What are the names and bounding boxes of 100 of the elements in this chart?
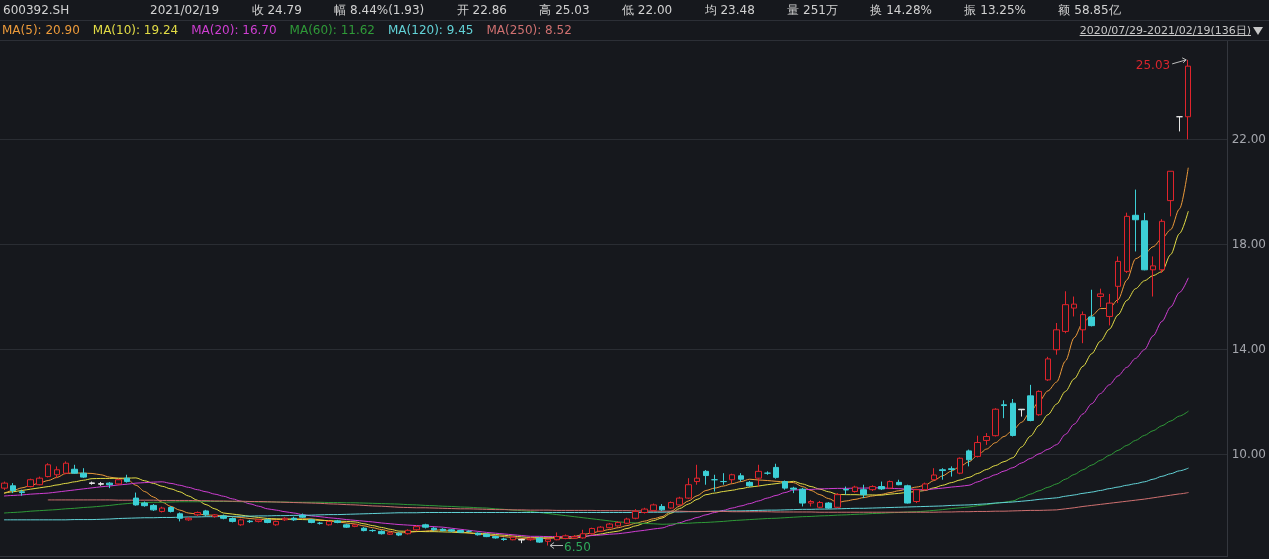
candlestick — [1018, 408, 1025, 418]
candlestick — [615, 520, 621, 528]
candlestick — [790, 486, 797, 494]
candlestick — [904, 484, 911, 505]
candlestick — [71, 464, 78, 475]
candlestick — [580, 529, 586, 540]
candlestick — [1001, 399, 1007, 419]
candlestick — [510, 535, 516, 541]
candlestick — [931, 467, 937, 482]
candlestick — [27, 478, 34, 488]
candlestick — [782, 480, 788, 491]
candlestick — [80, 467, 87, 479]
candlestick — [431, 526, 437, 532]
candlestick — [1036, 389, 1042, 417]
candlestick — [1106, 293, 1113, 326]
candlestick — [676, 496, 683, 507]
candlestick — [405, 528, 411, 536]
candlestick — [273, 520, 279, 527]
candlestick — [440, 527, 446, 532]
candlestick — [343, 523, 350, 529]
candlestick — [983, 432, 990, 446]
candlestick — [448, 528, 455, 533]
candlestick — [413, 524, 420, 532]
candlestick — [685, 477, 692, 500]
candlestick — [212, 513, 218, 519]
candlestick — [229, 516, 236, 523]
candlestick — [282, 516, 288, 522]
candlestick — [247, 519, 253, 524]
candlestick — [1167, 170, 1174, 217]
candlestick — [755, 464, 762, 488]
candlestick — [361, 526, 367, 532]
candlestick — [387, 531, 393, 536]
candlestick — [1176, 116, 1183, 132]
candlestick — [36, 476, 43, 486]
candlestick — [264, 518, 271, 524]
text: MA(20): 16.70 — [191, 23, 277, 37]
candlestick — [571, 534, 578, 540]
y-tick-label: 10.00 — [1231, 446, 1267, 461]
candlestick — [1097, 288, 1104, 308]
candlestick — [299, 513, 306, 519]
candlestick — [746, 480, 753, 488]
candlestick — [1159, 218, 1165, 274]
candlestick — [457, 529, 464, 534]
candlestick — [852, 485, 858, 494]
candlestick — [711, 474, 718, 493]
candlestick — [159, 506, 165, 513]
candlestick — [869, 484, 876, 492]
candlestick — [1088, 289, 1095, 327]
candlestick — [1062, 290, 1069, 334]
candlestick — [124, 474, 130, 484]
candlestick — [326, 520, 332, 527]
candlestick — [589, 527, 595, 536]
candlestick — [554, 531, 560, 541]
y-tick-label: 14.00 — [1231, 341, 1267, 356]
candlestick — [483, 532, 490, 538]
candlestick — [694, 464, 700, 486]
candlestick — [238, 518, 244, 527]
candlestick — [63, 460, 69, 475]
candlestick — [255, 518, 262, 523]
candlestick — [133, 492, 139, 507]
candlestick — [168, 505, 174, 513]
candlestick — [860, 484, 867, 499]
candlestick — [948, 465, 955, 478]
candlestick — [641, 507, 648, 515]
line-series — [47, 492, 1189, 513]
text: MA(120): 9.45 — [388, 23, 474, 37]
candlestick — [1053, 322, 1060, 356]
candlestick — [668, 500, 674, 510]
candlestick — [45, 462, 51, 478]
candlestick — [106, 481, 113, 489]
candlestick — [632, 508, 639, 520]
candlestick — [518, 538, 525, 544]
candlestick — [729, 473, 735, 484]
candlestick — [396, 531, 402, 537]
text: MA(250): 8.52 — [486, 23, 572, 37]
candlestick — [992, 407, 999, 437]
candlestick — [308, 518, 315, 524]
candlestick — [1010, 398, 1016, 437]
candlestick — [834, 492, 841, 509]
candlestick — [1, 481, 8, 491]
candlestick — [115, 478, 122, 486]
candlestick — [1141, 212, 1148, 271]
candlestick — [89, 481, 95, 486]
candlestick — [939, 467, 946, 481]
candlestick — [194, 510, 201, 517]
candlestick — [720, 472, 727, 486]
candlestick — [825, 501, 832, 510]
candlestick — [878, 481, 885, 491]
candlestick — [1080, 310, 1086, 344]
candlestick — [1071, 296, 1077, 317]
annotation: 25.03 — [1135, 57, 1171, 72]
text: 2020/07/29-2021/02/19(136日) — [1079, 23, 1251, 38]
candlestick — [817, 500, 823, 509]
candlestick — [203, 509, 209, 517]
candlestick — [422, 523, 429, 529]
candlestick — [808, 499, 814, 507]
candlestick — [1124, 212, 1130, 274]
text: MA(60): 11.62 — [289, 23, 375, 37]
candlestick — [799, 487, 806, 507]
candlestick — [659, 503, 665, 512]
